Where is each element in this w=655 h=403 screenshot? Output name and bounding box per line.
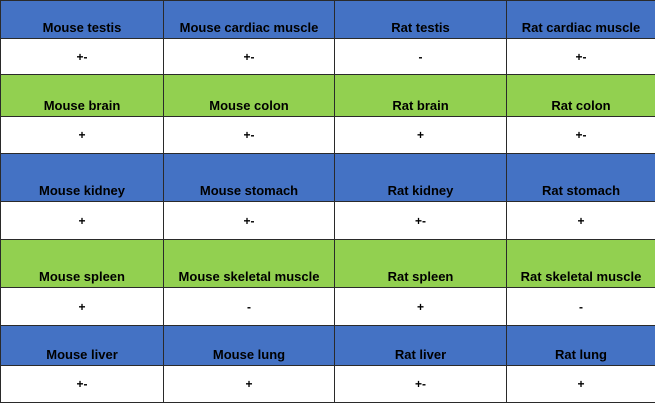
- tissue-header-cell: Rat colon: [506, 74, 655, 117]
- expression-value-cell: +: [0, 201, 164, 240]
- tissue-header-cell: Rat brain: [334, 74, 507, 117]
- expression-value-cell: +-: [163, 116, 335, 154]
- tissue-header-cell: Mouse brain: [0, 74, 164, 117]
- tissue-header-cell: Mouse spleen: [0, 239, 164, 288]
- tissue-header-cell: Mouse cardiac muscle: [163, 0, 335, 39]
- expression-value-cell: +-: [334, 365, 507, 403]
- header-row: Mouse testis Mouse cardiac muscle Rat te…: [0, 0, 655, 39]
- tissue-header-cell: Rat stomach: [506, 153, 655, 202]
- value-row: +- + +- +: [0, 365, 655, 403]
- tissue-header-cell: Rat liver: [334, 325, 507, 366]
- expression-value-cell: +: [0, 287, 164, 326]
- expression-value-cell: +: [334, 287, 507, 326]
- header-row: Mouse spleen Mouse skeletal muscle Rat s…: [0, 239, 655, 288]
- expression-value-cell: +: [506, 201, 655, 240]
- value-row: + +- + +-: [0, 116, 655, 154]
- value-row: + +- +- +: [0, 201, 655, 240]
- value-row: +- +- - +-: [0, 38, 655, 75]
- expression-value-cell: -: [334, 38, 507, 75]
- expression-value-cell: +-: [0, 38, 164, 75]
- tissue-header-cell: Rat cardiac muscle: [506, 0, 655, 39]
- tissue-header-cell: Mouse skeletal muscle: [163, 239, 335, 288]
- expression-value-cell: +-: [163, 201, 335, 240]
- header-row: Mouse kidney Mouse stomach Rat kidney Ra…: [0, 153, 655, 202]
- tissue-header-cell: Mouse testis: [0, 0, 164, 39]
- header-row: Mouse brain Mouse colon Rat brain Rat co…: [0, 74, 655, 117]
- tissue-header-cell: Rat skeletal muscle: [506, 239, 655, 288]
- value-row: + - + -: [0, 287, 655, 326]
- tissue-header-cell: Mouse kidney: [0, 153, 164, 202]
- expression-value-cell: +-: [163, 38, 335, 75]
- expression-value-cell: +: [0, 116, 164, 154]
- expression-value-cell: +-: [334, 201, 507, 240]
- expression-value-cell: +: [334, 116, 507, 154]
- tissue-header-cell: Mouse stomach: [163, 153, 335, 202]
- expression-value-cell: +: [163, 365, 335, 403]
- tissue-header-cell: Mouse colon: [163, 74, 335, 117]
- expression-value-cell: +: [506, 365, 655, 403]
- expression-value-cell: -: [506, 287, 655, 326]
- expression-value-cell: -: [163, 287, 335, 326]
- tissue-header-cell: Mouse liver: [0, 325, 164, 366]
- tissue-header-cell: Rat lung: [506, 325, 655, 366]
- tissue-header-cell: Mouse lung: [163, 325, 335, 366]
- tissue-header-cell: Rat spleen: [334, 239, 507, 288]
- expression-value-cell: +-: [506, 38, 655, 75]
- header-row: Mouse liver Mouse lung Rat liver Rat lun…: [0, 325, 655, 366]
- tissue-header-cell: Rat testis: [334, 0, 507, 39]
- expression-value-cell: +-: [0, 365, 164, 403]
- expression-value-cell: +-: [506, 116, 655, 154]
- tissue-header-cell: Rat kidney: [334, 153, 507, 202]
